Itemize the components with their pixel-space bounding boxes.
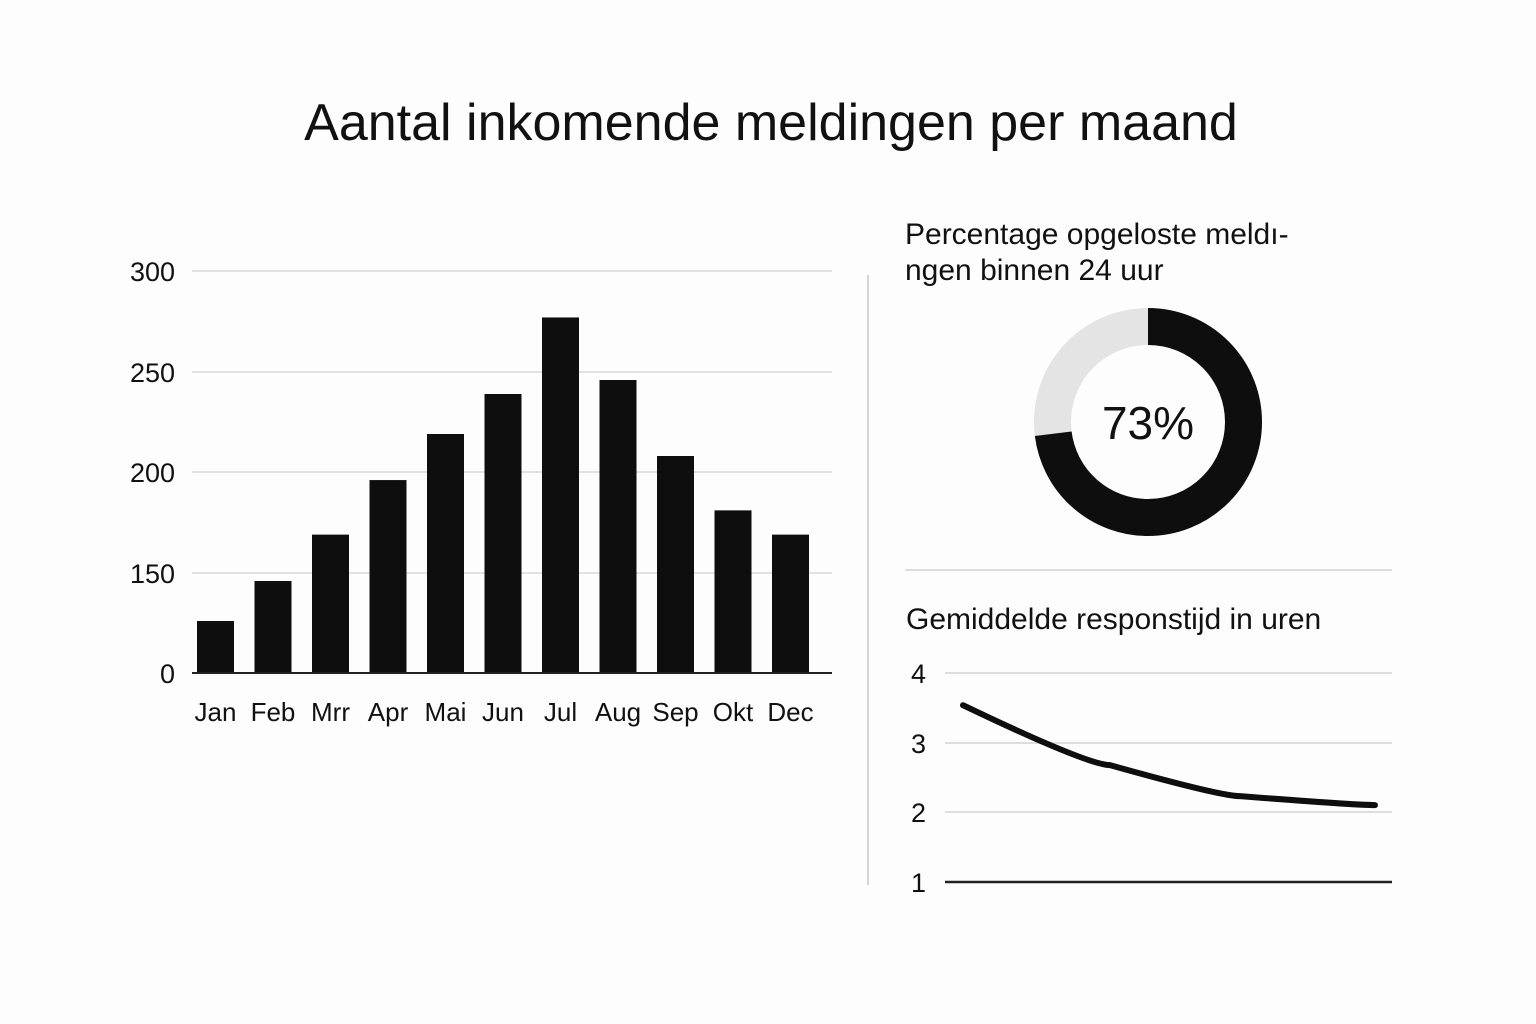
main-title: Aantal inkomende meldingen per maand (304, 94, 1238, 152)
donut-title-line1: Percentage opgeloste meldı- (905, 218, 1289, 251)
donut-chart (1034, 308, 1262, 536)
bar-okt (714, 510, 752, 673)
bar-jun (484, 394, 522, 673)
x-tick-label: Aug (595, 697, 641, 727)
donut-filled-segment (1034, 308, 1262, 536)
x-tick-label: Jun (482, 697, 524, 727)
x-tick-label: Okt (713, 697, 754, 727)
bar-dec (772, 534, 809, 673)
y-tick-label: 0 (160, 659, 175, 689)
donut-title-line2: ngen binnen 24 uur (905, 254, 1164, 287)
y-tick-label: 200 (130, 458, 175, 488)
donut-value-label: 73% (1102, 397, 1194, 449)
bar-apr (369, 480, 407, 673)
bar-jul (542, 317, 579, 673)
x-tick-label: Mrr (311, 697, 350, 727)
bar-mrr (312, 534, 349, 673)
y-tick-label: 1 (911, 868, 926, 898)
x-tick-label: Mai (425, 697, 467, 727)
y-tick-label: 250 (130, 358, 175, 388)
x-tick-label: Jan (195, 697, 237, 727)
line-chart-title: Gemiddelde responstijd in uren (906, 603, 1321, 636)
x-tick-label: Apr (368, 697, 409, 727)
y-tick-label: 3 (911, 729, 926, 759)
line-chart: 1 2 3 4 (911, 659, 1392, 898)
x-tick-label: Feb (251, 697, 296, 727)
y-tick-label: 4 (911, 659, 926, 689)
x-tick-label: Sep (652, 697, 698, 727)
bar-feb (254, 581, 292, 673)
x-tick-label: Jul (544, 697, 577, 727)
x-tick-label: Dec (767, 697, 813, 727)
bar-aug (599, 380, 637, 673)
bar-jan (197, 621, 234, 673)
bar-chart: 0 150 200 250 300 Jan Feb Mrr Apr Mai Jun Jul Aug Sep… (130, 257, 832, 727)
bar-mai (427, 434, 464, 673)
y-tick-label: 300 (130, 257, 175, 287)
response-time-line (960, 702, 1378, 809)
bar-sep (657, 456, 694, 673)
y-tick-label: 2 (911, 798, 926, 828)
y-tick-label: 150 (130, 559, 175, 589)
